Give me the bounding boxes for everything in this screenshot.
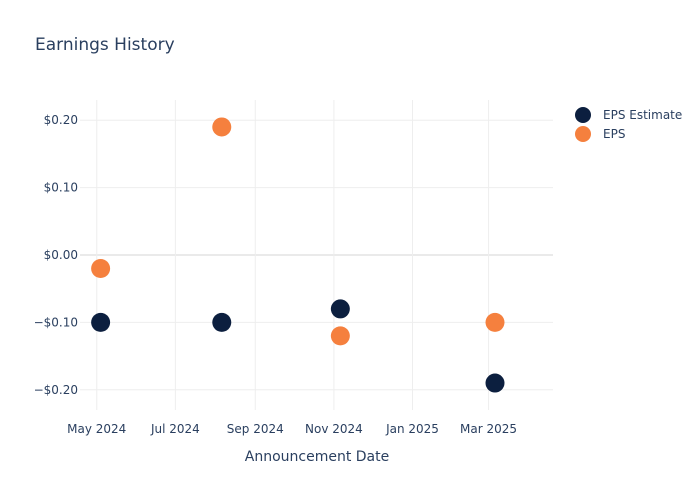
eps-estimate-point[interactable] (91, 312, 111, 332)
legend-label-eps[interactable]: EPS (603, 127, 625, 141)
y-tick-label: −$0.20 (34, 383, 78, 397)
legend-label-eps-estimate[interactable]: EPS Estimate (603, 108, 682, 122)
legend[interactable]: EPS Estimate EPS (575, 107, 682, 142)
y-tick-label: $0.00 (44, 248, 78, 262)
x-axis-ticks: May 2024 Jul 2024 Sep 2024 Nov 2024 Jan 2025… (67, 422, 517, 436)
eps-point[interactable] (330, 326, 350, 346)
x-tick-label: Sep 2024 (227, 422, 284, 436)
grid-lines (80, 100, 553, 410)
y-tick-label: −$0.10 (34, 315, 78, 329)
eps-estimate-point[interactable] (330, 299, 350, 319)
x-axis-title: Announcement Date (245, 449, 389, 465)
x-tick-label: Jul 2024 (150, 422, 200, 436)
y-tick-label: $0.10 (44, 181, 78, 195)
eps-point[interactable] (91, 258, 111, 278)
data-points (91, 117, 505, 393)
y-axis-ticks: $0.20 $0.10 $0.00 −$0.10 −$0.20 (34, 113, 78, 397)
chart-title: Earnings History (35, 35, 175, 55)
eps-point[interactable] (485, 312, 505, 332)
legend-swatch-eps-estimate[interactable] (575, 107, 591, 123)
legend-swatch-eps[interactable] (575, 126, 591, 142)
x-tick-label: Mar 2025 (460, 422, 517, 436)
x-tick-label: May 2024 (67, 422, 126, 436)
x-tick-label: Nov 2024 (305, 422, 363, 436)
eps-estimate-point[interactable] (485, 373, 505, 393)
y-tick-label: $0.20 (44, 113, 78, 127)
eps-point[interactable] (212, 117, 232, 137)
eps-estimate-point[interactable] (212, 312, 232, 332)
x-tick-label: Jan 2025 (385, 422, 439, 436)
